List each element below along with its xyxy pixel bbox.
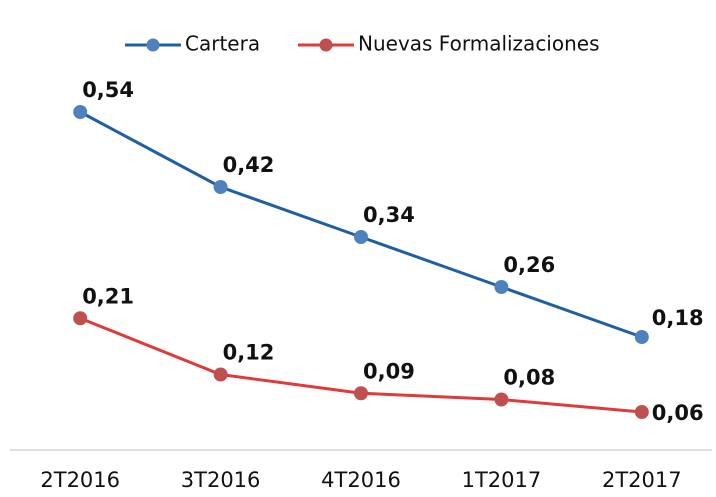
data-label: 0,09: [363, 359, 415, 383]
point: [213, 180, 228, 194]
legend-label: Nuevas Formalizaciones: [358, 32, 600, 56]
x-tick-label: 2T2017: [602, 468, 682, 492]
data-label: 0,08: [503, 366, 555, 390]
data-label: 0,34: [363, 203, 415, 227]
point: [73, 311, 88, 326]
legend-marker: [146, 38, 160, 52]
point: [73, 105, 88, 119]
legend-label: Cartera: [185, 32, 260, 56]
data-label: 0,12: [223, 341, 275, 365]
x-tick-label: 4T2016: [321, 468, 401, 492]
data-label: 0,54: [82, 78, 134, 102]
point: [354, 230, 368, 244]
series-line: [79, 110, 643, 339]
data-label: 0,18: [652, 306, 704, 330]
data-label: 0,21: [82, 284, 134, 308]
point: [634, 330, 649, 344]
point: [354, 386, 368, 401]
x-tick-label: 2T2016: [40, 468, 120, 492]
data-label: 0,42: [223, 153, 275, 177]
point: [213, 367, 228, 382]
x-tick-label: 3T2016: [181, 468, 261, 492]
x-tick-label: 1T2017: [462, 468, 542, 492]
data-label: 0,06: [652, 401, 704, 425]
point: [634, 405, 649, 419]
data-label: 0,26: [503, 253, 555, 277]
point: [494, 392, 509, 407]
legend-marker: [319, 38, 333, 52]
point: [494, 280, 509, 294]
